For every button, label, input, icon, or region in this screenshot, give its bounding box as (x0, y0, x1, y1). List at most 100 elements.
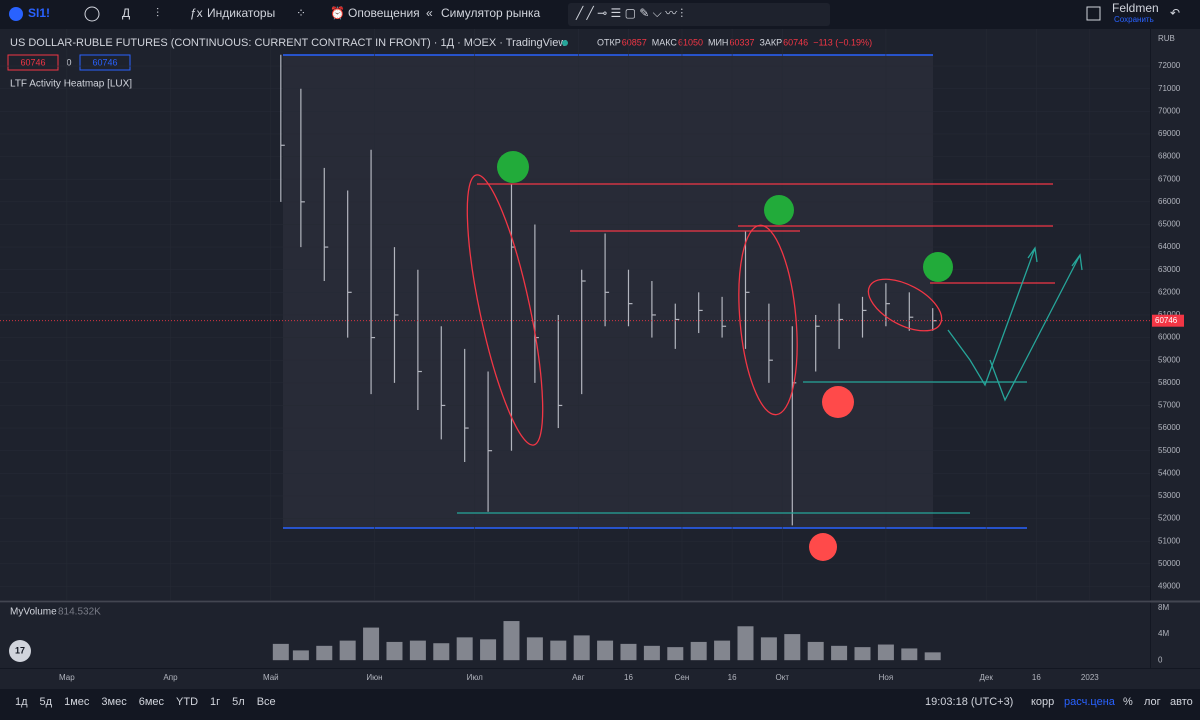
ohlc-label: МАКС (652, 37, 678, 47)
arrow (947, 246, 1038, 387)
last-price-box (1152, 314, 1184, 327)
timeframe[interactable]: 1д (15, 696, 28, 708)
sell-box[interactable] (7, 54, 59, 71)
green-marker (764, 195, 794, 225)
volume-bar (526, 637, 543, 661)
volume-bar (573, 635, 590, 661)
x-tick-label: Дек (980, 673, 994, 682)
volume-bar (316, 645, 333, 661)
volume-value: 814.532K (58, 607, 101, 618)
y-tick-label: 66000 (1158, 197, 1181, 206)
y-tick-label: 59000 (1158, 355, 1181, 364)
red-marker (809, 533, 837, 561)
volume-bar (409, 640, 426, 661)
y-tick-label: 67000 (1158, 174, 1181, 183)
buy-box[interactable] (79, 54, 131, 71)
y-tick-label: 65000 (1158, 220, 1181, 229)
alerts[interactable]: Оповещения (348, 6, 420, 20)
indicators[interactable]: Индикаторы (207, 6, 275, 20)
timeframe[interactable]: 5л (232, 696, 245, 708)
y-tick-label: 52000 (1158, 514, 1181, 523)
symbol[interactable]: SI1! (28, 6, 50, 20)
y-tick-label: 57000 (1158, 401, 1181, 410)
green-marker (497, 151, 529, 183)
interval[interactable]: Д (122, 6, 130, 20)
clock: 19:03:18 (UTC+3) (925, 696, 1013, 708)
price-axis (1151, 29, 1200, 668)
drawing-toolbar (568, 3, 830, 26)
user[interactable]: Feldmen (1112, 1, 1159, 15)
volume-bar (597, 640, 614, 661)
volume-bar (667, 647, 684, 661)
volume-bar (831, 645, 848, 661)
y-tick-label: 62000 (1158, 287, 1181, 296)
tv-logo[interactable] (9, 640, 31, 662)
layout-icon[interactable] (1086, 6, 1101, 21)
y-tick-label: 70000 (1158, 106, 1181, 115)
indicators-icon[interactable]: ƒx (190, 6, 203, 20)
alerts-icon[interactable]: ⏰ (330, 5, 345, 20)
y-tick-label: 63000 (1158, 265, 1181, 274)
ohlc-label: ОТКР (597, 37, 621, 47)
ohlc-change: −113 (−0.19%) (813, 37, 872, 47)
save[interactable]: Сохранить (1114, 15, 1154, 24)
y-tick-label: 71000 (1158, 84, 1181, 93)
log[interactable]: лог (1144, 696, 1161, 708)
x-tick-label: Ноя (879, 673, 894, 682)
volume-bar (433, 643, 450, 661)
buy-price[interactable]: 60746 (92, 57, 117, 67)
ohlc-value: 61050 (678, 37, 703, 47)
x-tick-label: Июл (467, 673, 484, 682)
volume-bar (901, 648, 918, 661)
tv-logo-text[interactable]: 17 (15, 645, 25, 655)
timeframe[interactable]: YTD (176, 696, 198, 708)
volume-bar (784, 634, 801, 661)
undo[interactable]: ↶ (1170, 6, 1180, 20)
y-tick-label: 60000 (1158, 333, 1181, 342)
settlement[interactable]: расч.цена (1064, 696, 1116, 708)
volume-bar (550, 640, 567, 661)
drawing-tools[interactable]: ╱ ╱ ⊸ ☰ ▢ ✎ ⌵ 〰 ⫶ (575, 5, 683, 20)
x-tick-label: 16 (728, 673, 737, 682)
timeframe[interactable]: 1г (210, 696, 220, 708)
highlight-ellipse (738, 224, 798, 416)
adjust[interactable]: корр (1031, 696, 1054, 708)
ohlc-value: 60857 (622, 37, 647, 47)
replay[interactable]: Симулятор рынка (441, 6, 540, 20)
sell-price[interactable]: 60746 (20, 57, 45, 67)
x-tick-label: 2023 (1081, 673, 1099, 682)
timeframe[interactable]: 6мес (139, 696, 165, 708)
volume-bar (339, 640, 356, 661)
timeframe[interactable]: 1мес (64, 696, 90, 708)
volume-bar (854, 647, 871, 661)
arrow (989, 253, 1083, 402)
auto[interactable]: авто (1170, 696, 1193, 708)
last-price-label: 60746 (1155, 316, 1178, 325)
x-tick-label: Мар (59, 673, 75, 682)
market-status (562, 40, 568, 46)
y-tick-label: 51000 (1158, 536, 1181, 545)
ohlc-label: МИН (708, 37, 728, 47)
drawings (457, 174, 1083, 514)
x-tick-label: Авг (572, 673, 585, 682)
percent[interactable]: % (1123, 696, 1133, 708)
ohlc-value: 60746 (783, 37, 808, 47)
red-marker (822, 386, 854, 418)
timeframe[interactable]: 3мес (101, 696, 127, 708)
x-tick-label: 16 (624, 673, 633, 682)
y-tick-label: 49000 (1158, 582, 1181, 591)
replay-icon[interactable]: « (426, 6, 433, 20)
volume-bar (690, 641, 707, 661)
volume-bar (620, 643, 637, 661)
y-tick-label: 56000 (1158, 423, 1181, 432)
chart-type[interactable]: ⫶ (156, 6, 159, 20)
y-tick-label: 53000 (1158, 491, 1181, 500)
timeframe[interactable]: Все (257, 696, 276, 708)
add-symbol[interactable] (84, 6, 100, 22)
templates[interactable]: ⁘ (296, 6, 306, 20)
symbol-flag[interactable] (9, 7, 23, 21)
y-tick-label: 58000 (1158, 378, 1181, 387)
timeframe[interactable]: 5д (40, 696, 53, 708)
y-tick-label: 50000 (1158, 559, 1181, 568)
